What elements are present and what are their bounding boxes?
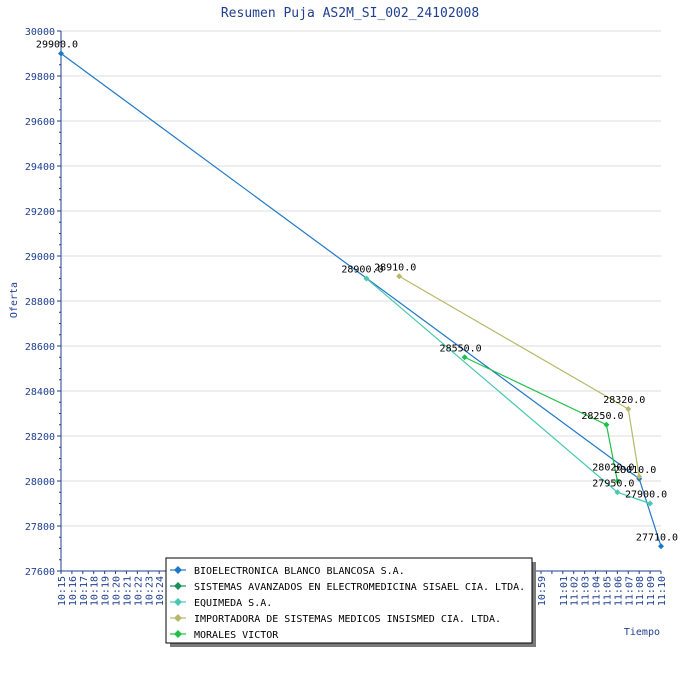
data-point — [625, 406, 632, 412]
y-tick-label: 29000 — [25, 252, 55, 263]
data-label: 28320.0 — [603, 395, 645, 406]
legend-entry: MORALES VICTOR — [194, 630, 279, 641]
x-tick-label: 11:05 — [602, 576, 613, 606]
data-label: 27710.0 — [636, 532, 678, 543]
data-label: 27950.0 — [592, 478, 634, 489]
y-tick-label: 28400 — [25, 387, 55, 398]
y-tick-label: 28800 — [25, 297, 55, 308]
y-tick-label: 29200 — [25, 207, 55, 218]
x-tick-label: 10:24 — [155, 576, 166, 606]
chart-title: Resumen Puja AS2M_SI_002_24102008 — [221, 6, 479, 21]
x-tick-label: 11:09 — [646, 576, 657, 606]
legend-entry: IMPORTADORA DE SISTEMAS MEDICOS INSISMED… — [194, 614, 501, 625]
legend-entry: SISTEMAS AVANZADOS EN ELECTROMEDICINA SI… — [194, 582, 525, 593]
y-axis-label: Oferta — [9, 282, 20, 318]
y-tick-label: 29400 — [25, 162, 55, 173]
data-label: 28020.0 — [592, 463, 634, 474]
data-point — [363, 275, 370, 282]
y-tick-label: 27800 — [25, 522, 55, 533]
x-tick-label: 10:23 — [144, 576, 155, 606]
x-tick-label: 10:18 — [90, 576, 101, 606]
legend-entry: EQUIMEDA S.A. — [194, 598, 272, 609]
data-label: 29900.0 — [36, 40, 78, 51]
data-label: 28910.0 — [374, 262, 416, 273]
data-label: 27900.0 — [625, 490, 667, 501]
y-tick-label: 30000 — [25, 27, 55, 38]
x-tick-label: 11:01 — [559, 576, 570, 606]
x-tick-label: 10:21 — [122, 576, 133, 606]
x-tick-label: 11:07 — [624, 576, 635, 606]
y-ticks: 27600 27800 28000 28200 28400 28600 28800 29000… — [25, 27, 61, 578]
y-tick-label: 28200 — [25, 432, 55, 443]
x-tick-label: 10:17 — [79, 576, 90, 606]
legend-marker — [174, 566, 182, 574]
data-point — [658, 543, 664, 550]
data-point — [603, 421, 610, 428]
x-tick-label: 10:59 — [537, 576, 548, 606]
x-tick-label: 11:10 — [657, 576, 668, 606]
x-tick-label: 10:19 — [101, 576, 112, 606]
x-tick-label: 11:03 — [581, 576, 592, 606]
data-label: 28010.0 — [614, 465, 656, 476]
x-tick-label: 10:15 — [57, 576, 68, 606]
x-tick-label: 11:04 — [592, 576, 603, 606]
x-tick-label: 10:20 — [112, 576, 123, 606]
legend-marker — [174, 582, 182, 590]
legend-entry: BIOELECTRONICA BLANCO BLANCOSA S.A. — [194, 566, 405, 577]
data-label: 28550.0 — [440, 343, 482, 354]
y-tick-label: 28600 — [25, 342, 55, 353]
legend-marker — [174, 630, 182, 638]
data-point — [461, 354, 468, 361]
data-point — [647, 500, 654, 507]
grid — [61, 30, 661, 572]
legend-marker — [174, 614, 182, 622]
y-tick-label: 29600 — [25, 117, 55, 128]
legend-marker — [174, 598, 182, 606]
legend: BIOELECTRONICA BLANCO BLANCOSA S.A. SISTE… — [165, 557, 536, 647]
y-tick-label: 29800 — [25, 72, 55, 83]
legend-box — [165, 557, 533, 644]
data-point — [58, 50, 64, 57]
data-label: 28250.0 — [581, 411, 623, 422]
data-point — [396, 273, 403, 280]
x-tick-label: 11:02 — [570, 576, 581, 606]
x-axis-label: Tiempo — [624, 627, 660, 638]
y-tick-label: 28000 — [25, 477, 55, 488]
data-label: 28900.0 — [341, 265, 383, 276]
x-tick-label: 10:16 — [68, 576, 79, 606]
y-tick-label: 27600 — [25, 567, 55, 578]
series-layer — [58, 50, 664, 550]
data-point — [614, 478, 621, 484]
x-tick-label: 10:22 — [133, 576, 144, 606]
x-tick-label: 11:08 — [635, 576, 646, 606]
data-point — [636, 473, 643, 480]
data-point — [614, 489, 621, 496]
x-ticks: 10:15 10:16 10:17 10:18 10:19 10:20 10:21 10:22… — [57, 571, 668, 606]
x-tick-label: 11:06 — [613, 576, 624, 606]
